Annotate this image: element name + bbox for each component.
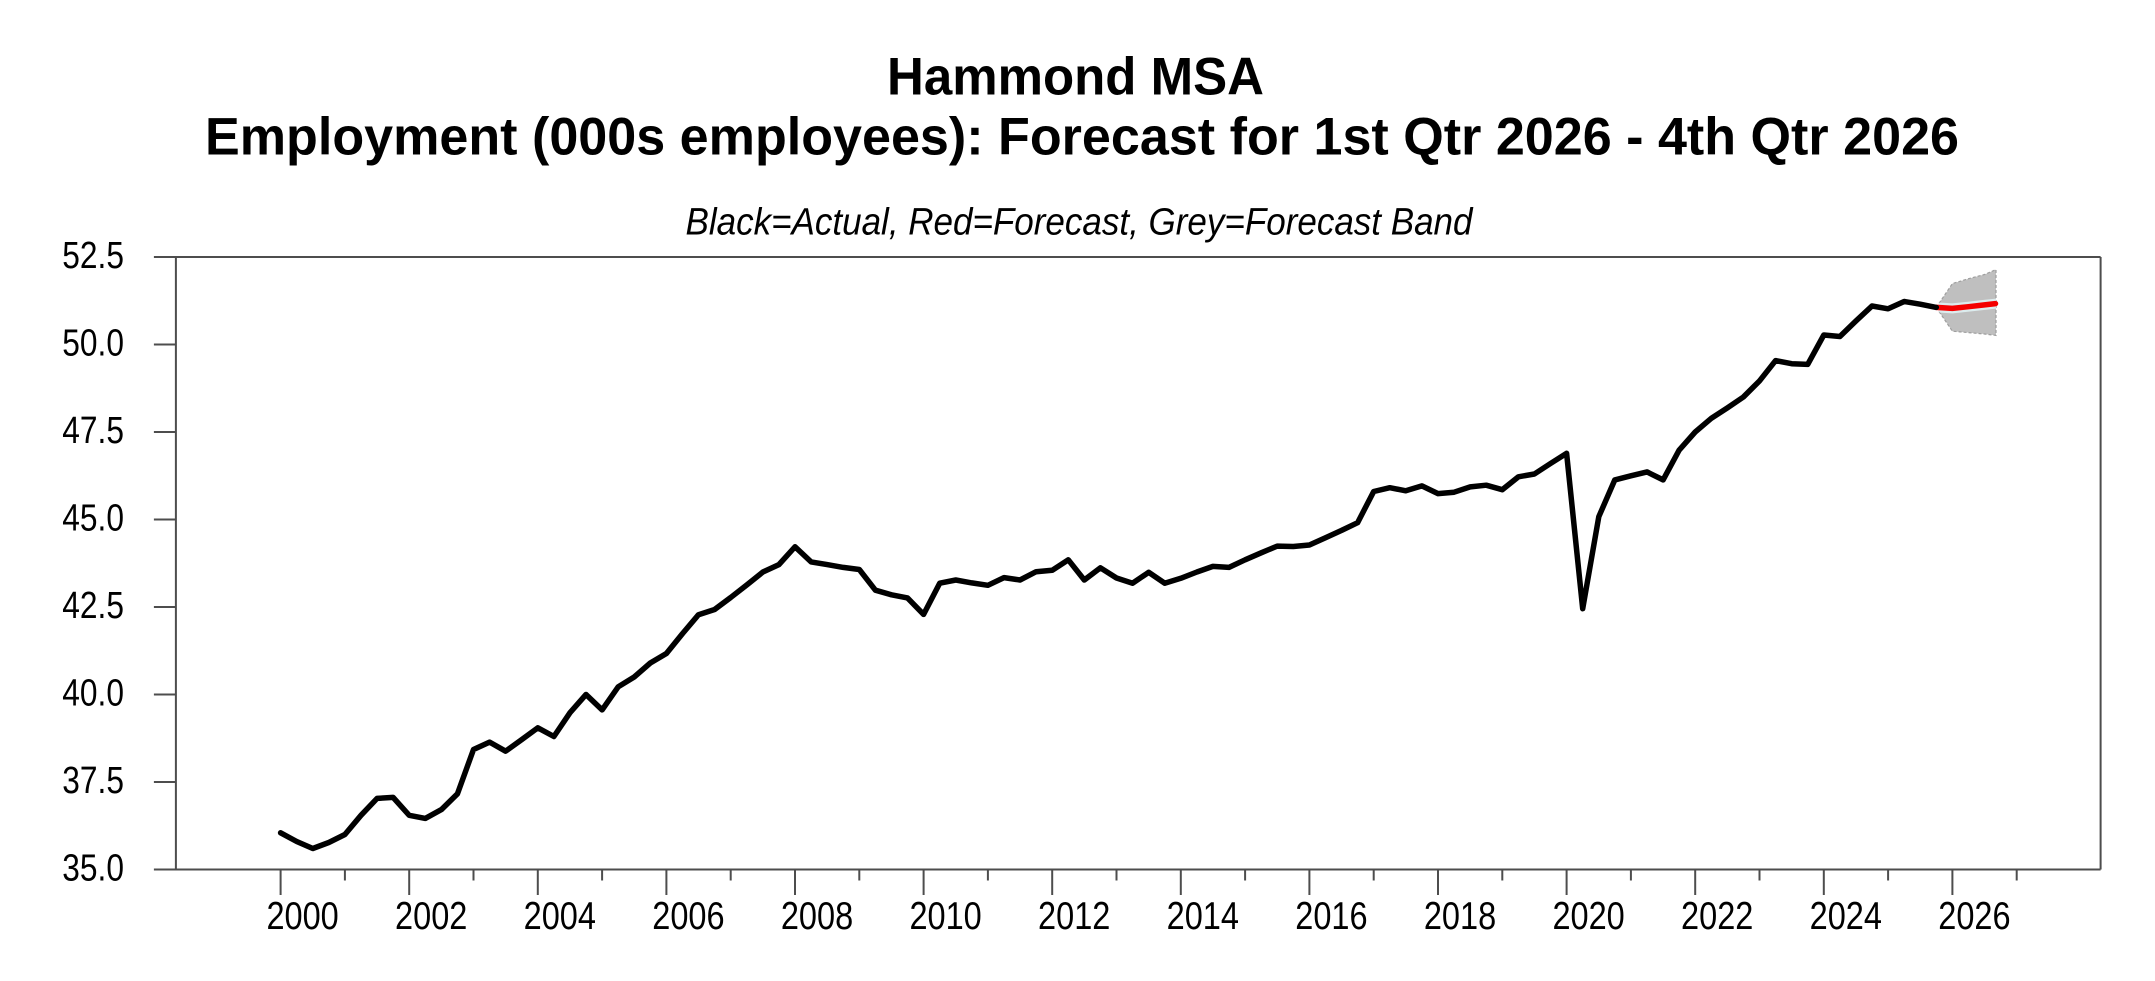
svg-text:Hammond MSA: Hammond MSA	[887, 47, 1264, 106]
svg-text:2008: 2008	[781, 895, 853, 938]
svg-text:35.0: 35.0	[62, 848, 124, 890]
svg-text:2020: 2020	[1552, 895, 1624, 938]
svg-text:2018: 2018	[1424, 895, 1496, 938]
svg-text:2002: 2002	[395, 895, 467, 938]
svg-text:40.0: 40.0	[62, 673, 124, 715]
svg-text:2016: 2016	[1295, 895, 1367, 938]
svg-text:47.5: 47.5	[62, 410, 124, 452]
svg-text:2006: 2006	[652, 895, 724, 938]
svg-text:45.0: 45.0	[62, 498, 124, 540]
svg-text:Employment (000s employees): F: Employment (000s employees): Forecast fo…	[205, 107, 1959, 166]
svg-text:2010: 2010	[909, 895, 981, 938]
svg-text:2014: 2014	[1167, 895, 1239, 938]
svg-text:42.5: 42.5	[62, 585, 124, 627]
svg-text:2026: 2026	[1938, 895, 2010, 938]
svg-text:50.0: 50.0	[62, 323, 124, 365]
svg-text:Black=Actual, Red=Forecast, Gr: Black=Actual, Red=Forecast, Grey=Forecas…	[686, 201, 1475, 243]
svg-text:2022: 2022	[1681, 895, 1753, 938]
svg-text:2000: 2000	[266, 895, 338, 938]
svg-text:2004: 2004	[524, 895, 596, 938]
svg-text:2024: 2024	[1810, 895, 1882, 938]
svg-text:37.5: 37.5	[62, 760, 124, 802]
svg-text:52.5: 52.5	[62, 235, 124, 277]
svg-text:2012: 2012	[1038, 895, 1110, 938]
